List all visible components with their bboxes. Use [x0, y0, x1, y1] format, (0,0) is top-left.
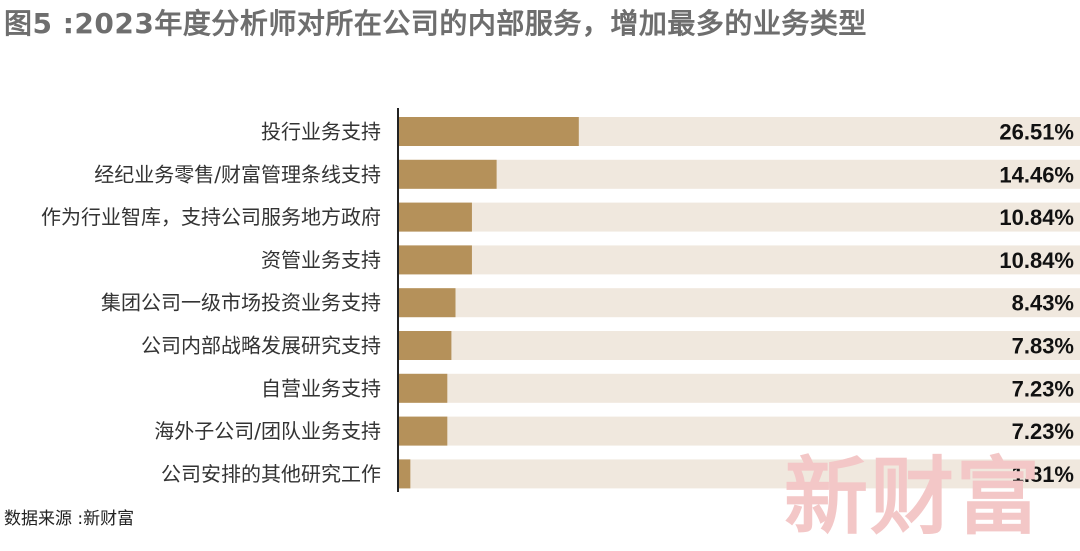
bar [398, 416, 448, 446]
bar-chart: 投行业务支持经纪业务零售/财富管理条线支持作为行业智库，支持公司服务地方政府资管… [41, 108, 1080, 492]
bar-tracks [398, 117, 1080, 489]
value-label: 8.43% [1012, 291, 1074, 316]
chart-title: 图5 :2023年度分析师对所在公司的内部服务，增加最多的业务类型 [4, 7, 867, 40]
bars [398, 117, 579, 489]
category-label: 公司安排的其他研究工作 [161, 462, 381, 486]
value-label: 7.83% [1012, 334, 1074, 359]
bar-track [398, 331, 1080, 360]
bar-track [398, 245, 1080, 275]
value-label: 10.84% [999, 248, 1074, 273]
bar [398, 202, 472, 232]
category-label: 公司内部战略发展研究支持 [141, 334, 381, 358]
category-label: 经纪业务零售/财富管理条线支持 [94, 162, 381, 186]
value-label: 26.51% [999, 120, 1074, 145]
bar-track [398, 416, 1080, 446]
bar-track [398, 159, 1080, 189]
bar-track [398, 202, 1080, 232]
value-label: 14.46% [999, 162, 1074, 187]
category-label: 作为行业智库，支持公司服务地方政府 [41, 205, 381, 229]
category-label: 自营业务支持 [261, 376, 381, 400]
source-note: 数据来源 :新财富 [4, 509, 135, 529]
bar-track [398, 459, 1080, 489]
bar [398, 117, 579, 146]
category-label: 集团公司一级市场投资业务支持 [101, 291, 381, 315]
bar-track [398, 373, 1080, 403]
value-label: 1.81% [1012, 462, 1074, 487]
bar [398, 159, 497, 189]
category-labels: 投行业务支持经纪业务零售/财富管理条线支持作为行业智库，支持公司服务地方政府资管… [41, 120, 381, 486]
bar-track [398, 288, 1080, 318]
bar [398, 245, 472, 275]
bar [398, 288, 456, 318]
value-label: 7.23% [1012, 419, 1074, 444]
bar [398, 331, 452, 360]
bar [398, 459, 411, 489]
category-label: 海外子公司/团队业务支持 [154, 419, 381, 443]
watermark-logo: 新财富 [784, 447, 1043, 546]
bar [398, 373, 448, 403]
value-label: 10.84% [999, 205, 1074, 230]
value-labels: 26.51% 14.46% 10.84% 10.84% 8.43% 7.83% 7.23% 7… [999, 120, 1074, 487]
category-label: 投行业务支持 [261, 120, 381, 144]
value-label: 7.23% [1012, 376, 1074, 401]
category-label: 资管业务支持 [261, 248, 381, 272]
